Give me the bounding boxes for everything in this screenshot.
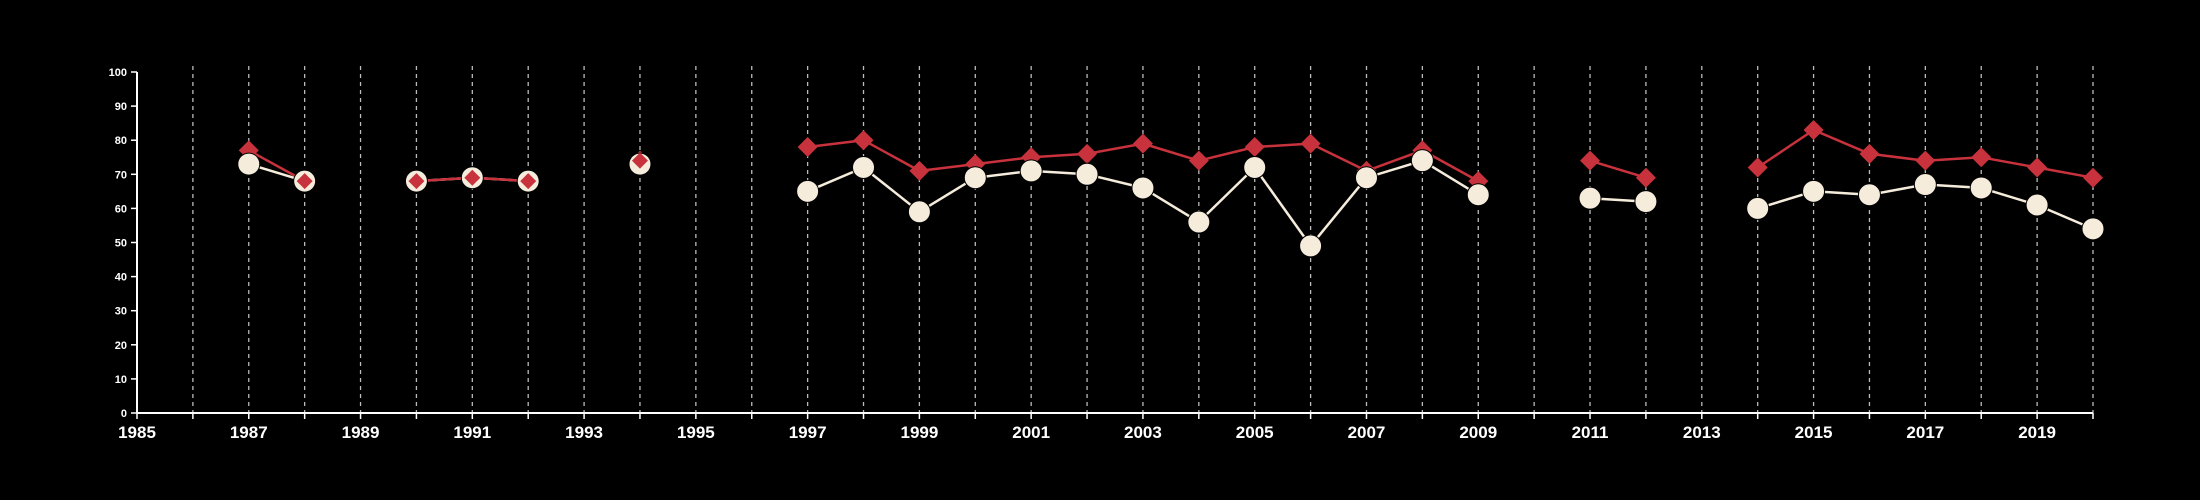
y-tick-label: 70 <box>115 169 127 181</box>
x-tick-label: 1989 <box>342 423 380 442</box>
diamond-marker-overlap <box>520 173 537 190</box>
diamond-marker <box>1188 150 1209 171</box>
diamond-marker <box>1915 150 1936 171</box>
x-tick-label: 2007 <box>1348 423 1386 442</box>
x-tick-label: 2015 <box>1795 423 1833 442</box>
diamond-marker-overlap <box>464 169 481 186</box>
diamond-marker <box>1971 147 1992 168</box>
y-tick-label: 50 <box>115 238 127 250</box>
y-tick-label: 40 <box>115 272 127 284</box>
diamond-marker <box>909 160 930 181</box>
y-tick-label: 30 <box>115 306 127 318</box>
grid-lines <box>192 66 2094 413</box>
diamond-marker <box>2027 157 2048 178</box>
y-tick-label: 80 <box>115 135 127 147</box>
x-tick-label: 2009 <box>1459 423 1497 442</box>
diamond-marker-overlap <box>296 173 313 190</box>
circle-marker <box>1243 155 1267 179</box>
circle-marker <box>907 200 931 224</box>
x-tick-label: 1985 <box>118 423 156 442</box>
x-tick-label: 2001 <box>1012 423 1050 442</box>
x-tick-label: 1993 <box>565 423 603 442</box>
diamond-marker <box>1244 137 1265 158</box>
diamond-marker <box>1859 143 1880 164</box>
diamond-marker-overlap <box>631 152 648 169</box>
data-series <box>237 119 2105 258</box>
y-tick-label: 100 <box>109 67 127 79</box>
x-tick-label: 1995 <box>677 423 715 442</box>
y-tick-label: 90 <box>115 101 127 113</box>
circle-marker <box>852 155 876 179</box>
circle-marker <box>1746 196 1770 220</box>
diamond-marker <box>1077 143 1098 164</box>
diamond-marker <box>1300 133 1321 154</box>
x-tick-label: 1999 <box>900 423 938 442</box>
circle-marker <box>2081 217 2105 241</box>
diamond-marker <box>1132 133 1153 154</box>
diamond-marker-overlap <box>408 173 425 190</box>
circle-marker <box>796 179 820 203</box>
x-tick-label: 2003 <box>1124 423 1162 442</box>
axes: 0 10 20 30 40 50 60 70 80 90 100 1985 1987 1989 1991 19… <box>109 67 2094 442</box>
x-tick-label: 2011 <box>1572 423 1609 442</box>
circle-marker <box>1354 166 1378 190</box>
circle-marker <box>1969 176 1993 200</box>
y-tick-label: 60 <box>115 203 127 215</box>
circle-marker <box>1578 186 1602 210</box>
diamond-marker <box>797 137 818 158</box>
diamond-marker <box>1580 150 1601 171</box>
x-tick-label: 2005 <box>1236 423 1274 442</box>
circle-marker <box>1019 159 1043 183</box>
x-tick-label: 1991 <box>453 423 491 442</box>
circle-marker <box>1466 183 1490 207</box>
circle-marker <box>1410 149 1434 173</box>
circle-marker <box>237 152 261 176</box>
circle-marker <box>1634 190 1658 214</box>
circle-marker <box>1802 179 1826 203</box>
x-tick-label: 1997 <box>789 423 827 442</box>
x-tick-label: 2019 <box>2018 423 2056 442</box>
diamond-marker <box>853 130 874 151</box>
diamond-marker <box>1635 167 1656 188</box>
diamond-marker <box>2083 167 2103 188</box>
y-tick-label: 10 <box>115 374 127 386</box>
circle-marker <box>1299 234 1323 258</box>
circle-marker <box>1857 183 1881 207</box>
circle-marker <box>1187 210 1211 234</box>
diamond-marker <box>1803 119 1824 140</box>
diamond-series-line <box>1589 159 1647 179</box>
diamond-marker <box>1747 157 1768 178</box>
y-tick-label: 0 <box>121 408 127 420</box>
y-tick-label: 20 <box>115 340 127 352</box>
x-tick-label: 2013 <box>1683 423 1721 442</box>
x-tick-label: 1987 <box>230 423 268 442</box>
x-tick-label: 2017 <box>1906 423 1944 442</box>
circle-marker <box>1075 162 1099 186</box>
circle-marker <box>1131 176 1155 200</box>
circle-marker <box>2025 193 2049 217</box>
circle-marker <box>963 166 987 190</box>
circle-marker <box>1913 173 1937 197</box>
